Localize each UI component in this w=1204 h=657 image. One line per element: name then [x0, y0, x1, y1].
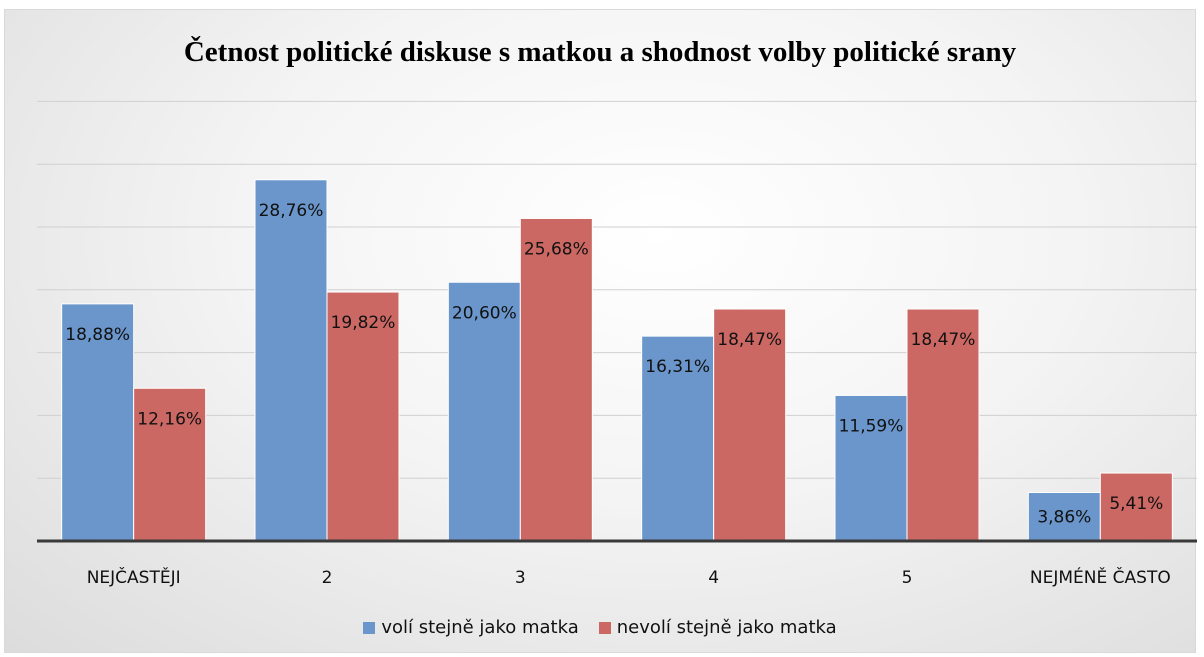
x-tick-label-5: 5 [902, 568, 913, 588]
legend-label-voli: volí stejně jako matka [381, 617, 579, 638]
legend-item-nevoli: nevolí stejně jako matka [598, 617, 837, 638]
data-label-series-1-5: 11,59% [839, 416, 904, 436]
data-label-series-1-4: 16,31% [645, 357, 710, 377]
bar-series-1-3 [447, 281, 521, 542]
legend-swatch-nevoli [598, 621, 611, 634]
x-tick-label-4: 4 [708, 568, 719, 588]
data-label-series-2-4: 18,47% [717, 330, 782, 350]
legend-label-nevoli: nevolí stejně jako matka [616, 617, 837, 638]
plot-area: 18,88% 12,16% NEJČASTĚJI 28,76% 19,82% 2 20,60… [37, 100, 1197, 588]
legend-swatch-voli [363, 621, 376, 634]
bar-series-1-6 [1027, 492, 1101, 542]
data-label-series-1-1: 18,88% [65, 325, 130, 345]
data-label-series-2-1: 12,16% [137, 409, 202, 429]
bar-series-1-5 [834, 394, 908, 542]
data-label-series-2-5: 18,47% [911, 330, 976, 350]
bar-series-2-6 [1099, 472, 1173, 542]
bar-series-2-1 [133, 387, 207, 542]
data-label-series-1-6: 3,86% [1037, 508, 1091, 528]
bar-series-2-5 [906, 308, 980, 542]
x-tick-label-2: 2 [322, 568, 333, 588]
data-label-series-2-6: 5,41% [1109, 494, 1163, 514]
bar-series-1-2 [254, 179, 328, 542]
data-label-series-1-2: 28,76% [259, 201, 324, 221]
chart-title: Četnost politické diskuse s matkou a sho… [183, 36, 1017, 68]
chart-frame: Četnost politické diskuse s matkou a sho… [4, 9, 1197, 653]
x-tick-label-3: 3 [515, 568, 526, 588]
data-label-series-2-2: 19,82% [331, 313, 396, 333]
data-label-series-2-3: 25,68% [524, 239, 589, 259]
bar-series-1-4 [641, 335, 715, 542]
data-label-series-1-3: 20,60% [452, 303, 517, 323]
x-tick-label-6: NEJMÉNĚ ČASTO [1030, 566, 1171, 588]
x-tick-label-1: NEJČASTĚJI [87, 566, 181, 588]
bar-series-2-4 [713, 308, 787, 542]
legend-item-voli: volí stejně jako matka [363, 617, 579, 638]
bar-series-2-3 [519, 217, 593, 542]
legend: volí stejně jako matka nevolí stejně jak… [5, 617, 1195, 638]
